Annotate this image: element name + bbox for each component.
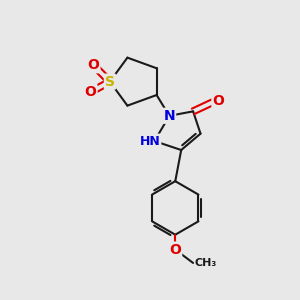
Text: CH₃: CH₃: [195, 258, 217, 268]
Text: N: N: [164, 109, 175, 123]
Text: O: O: [169, 243, 181, 256]
Text: O: O: [85, 85, 97, 99]
Text: O: O: [88, 58, 100, 72]
Text: O: O: [212, 94, 224, 108]
Text: S: S: [105, 75, 115, 88]
Text: HN: HN: [140, 135, 160, 148]
